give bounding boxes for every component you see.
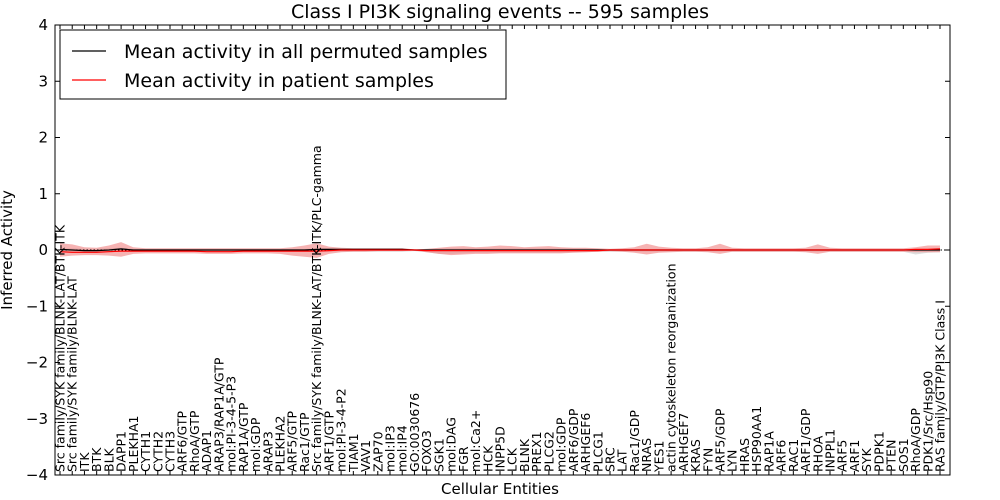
category-label: RhoA/GTP	[187, 410, 202, 472]
legend-box	[59, 29, 507, 100]
y-tick-label: 4	[38, 16, 48, 34]
category-label: PREX1	[529, 431, 544, 472]
x-axis-label: Cellular Entities	[441, 480, 559, 498]
legend-label-permuted: Mean activity in all permuted samples	[124, 41, 487, 63]
category-label: FGR	[456, 446, 471, 472]
series-line-patient	[59, 248, 941, 253]
y-tick-label: −4	[26, 466, 48, 484]
category-label: mol:PI-3-4-P2	[334, 388, 349, 472]
y-axis-ticks: −4 −3 −2 −1 0 1 2 3 4	[26, 16, 950, 484]
category-label: ARF1/GTP	[321, 411, 336, 472]
legend-label-patient: Mean activity in patient samples	[124, 70, 434, 92]
category-label: Src family/SYK family/BLNK-LAT	[65, 276, 80, 472]
category-label: PTEN	[884, 440, 899, 472]
category-label: HSP90AA1	[749, 406, 764, 472]
category-label: HCK	[480, 445, 495, 472]
category-label: ARF6	[774, 440, 789, 472]
category-label: RAS family/GTP/PI3K Class I	[933, 300, 948, 472]
category-label: PLCG1	[590, 431, 605, 472]
category-label: SYK	[859, 447, 874, 472]
category-labels: Src family/SYK family/BLNK-LAT/BTK-ITKSr…	[53, 145, 948, 473]
category-label: ZAP70	[370, 431, 385, 472]
category-label: SRC	[603, 447, 618, 472]
category-label: RAP1A/GTP	[236, 402, 251, 472]
category-label: Rac1/GDP	[627, 410, 642, 472]
category-label: CYTH3	[163, 431, 178, 472]
category-label: FOXO3	[419, 430, 434, 472]
category-label: RAP1A	[761, 431, 776, 472]
plot-frame	[54, 24, 951, 476]
category-label: BLK	[101, 447, 116, 472]
category-label: ARAP3/RAP1A/GTP	[211, 357, 226, 472]
category-label: HRAS	[737, 438, 752, 472]
category-label: VAV1	[358, 440, 373, 472]
category-label: GO:0030676	[407, 393, 422, 472]
category-label: ARF6/GTP	[175, 411, 190, 472]
category-label: PDK1/Src/Hsp90	[920, 371, 935, 472]
category-label: INPPL1	[823, 429, 838, 472]
category-label: NRAS	[639, 438, 654, 472]
category-label: TIAM1	[346, 433, 361, 473]
category-label: mol:GDP	[554, 417, 569, 472]
y-tick-label: −3	[26, 410, 48, 428]
category-label: LYN	[725, 450, 740, 472]
category-label: DAPP1	[114, 431, 129, 472]
category-label: YES1	[651, 441, 666, 473]
series-lines	[55, 248, 950, 253]
category-label: ARF1	[847, 440, 862, 472]
category-label: BLNK	[517, 438, 532, 472]
category-label: ITK	[77, 452, 92, 472]
category-label: ARAP3	[260, 431, 275, 472]
category-label: ARF5	[835, 440, 850, 472]
y-tick-label: 3	[38, 72, 48, 90]
category-label: ARHGEF7	[676, 413, 691, 472]
category-label: KRAS	[688, 439, 703, 472]
category-label: mol:Ca2+	[468, 410, 483, 472]
category-label: PDPK1	[871, 431, 886, 472]
category-label: RAC1	[786, 439, 801, 472]
category-label: ARF1/GDP	[798, 408, 813, 472]
category-label: mol:IP4	[395, 425, 410, 472]
legend: Mean activity in all permuted samples Me…	[59, 29, 507, 100]
y-tick-label: 0	[38, 241, 48, 259]
category-label: mol:DAG	[444, 417, 459, 472]
category-label: SOS1	[896, 438, 911, 472]
category-label: PLEKHA1	[126, 415, 141, 472]
category-label: SGK1	[431, 438, 446, 472]
y-tick-label: 2	[38, 129, 48, 147]
category-label: ARF6/GDP	[566, 408, 581, 472]
category-label: LAT	[615, 449, 630, 472]
category-label: ARF5/GDP	[713, 408, 728, 472]
category-label: ARF5/GTP	[285, 411, 300, 472]
category-label: CYTH2	[150, 431, 165, 472]
category-label: PLEKHA2	[273, 415, 288, 472]
category-label: LCK	[505, 447, 520, 472]
category-label: RhoA/GDP	[908, 408, 923, 472]
y-tick-label: −1	[26, 297, 48, 315]
category-label: INPP5D	[493, 426, 508, 472]
category-label: mol:GDP	[248, 417, 263, 472]
y-tick-label: −2	[26, 354, 48, 372]
category-label: Rac1/GTP	[297, 412, 312, 472]
category-label: PLCG2	[541, 431, 556, 472]
category-label: CYTH1	[138, 431, 153, 472]
category-label: mol:IP3	[383, 425, 398, 472]
y-axis-label: Inferred Activity	[0, 190, 16, 310]
category-label: Src family/SYK family/BLNK-LAT/BTK-ITK	[53, 224, 68, 472]
x-axis-ticks	[59, 25, 941, 475]
category-label: RHOA	[810, 435, 825, 472]
category-label: actin cytoskeleton reorganization	[664, 263, 679, 472]
category-label: ARHGEF6	[578, 413, 593, 472]
y-tick-label: 1	[38, 185, 48, 203]
category-label: BTK	[89, 447, 104, 472]
category-label: FYN	[700, 448, 715, 472]
category-label: mol:PI-3-4-5-P3	[224, 376, 239, 472]
chart-title: Class I PI3K signaling events -- 595 sam…	[291, 1, 709, 23]
category-label: Src family/SYK family/BLNK-LAT/BTK-ITK/P…	[309, 145, 324, 472]
category-label: ADAP1	[199, 430, 214, 472]
